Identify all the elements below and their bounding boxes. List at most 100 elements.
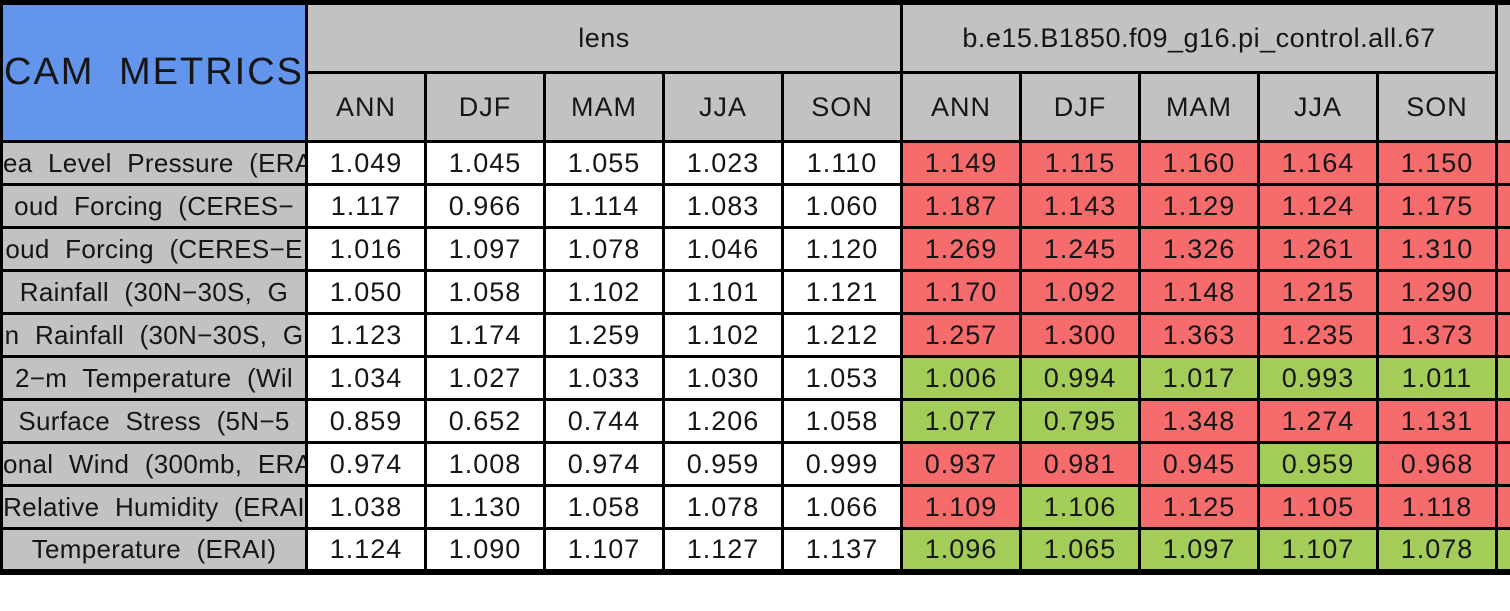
metric-value-cell: 1.049 xyxy=(305,140,427,186)
metric-value-cell: 1.118 xyxy=(1375,484,1499,530)
cam-metrics-table: CAM METRICS lens b.e15.B1850.f09_g16.pi_… xyxy=(0,0,1510,575)
metric-value-cell: 1.115 xyxy=(1019,140,1141,186)
metric-value-cell: 1.215 xyxy=(1257,269,1379,315)
row-label: oud Forcing (CERES−E xyxy=(0,226,308,272)
metric-value-cell: 1.038 xyxy=(305,484,427,530)
metric-value-cell: 0.966 xyxy=(424,183,546,229)
metric-value-cell: 1.006 xyxy=(900,355,1022,401)
metric-value-cell: 1.261 xyxy=(1257,226,1379,272)
clipped-cell xyxy=(1495,398,1510,444)
metric-value-cell: 1.097 xyxy=(1138,527,1260,573)
table-row: onal Wind (300mb, ERA 0.974 1.008 0.974 … xyxy=(0,441,1510,487)
clipped-cell xyxy=(1495,484,1510,530)
clipped-cell xyxy=(1495,226,1510,272)
metric-value-cell: 1.102 xyxy=(543,269,665,315)
clipped-cell xyxy=(1495,355,1510,401)
metric-value-cell: 1.058 xyxy=(424,269,546,315)
metric-value-cell: 1.090 xyxy=(424,527,546,573)
metric-value-cell: 1.187 xyxy=(900,183,1022,229)
row-label: n Rainfall (30N−30S, G xyxy=(0,312,308,358)
table-body: ea Level Pressure (ERA 1.049 1.045 1.055… xyxy=(0,140,1510,573)
metric-value-cell: 1.109 xyxy=(900,484,1022,530)
row-label: Surface Stress (5N−5 xyxy=(0,398,308,444)
row-label: Rainfall (30N−30S, G xyxy=(0,269,308,315)
metric-value-cell: 1.124 xyxy=(305,527,427,573)
season-header: DJF xyxy=(424,71,546,143)
metric-value-cell: 1.065 xyxy=(1019,527,1141,573)
metric-value-cell: 1.110 xyxy=(781,140,903,186)
clipped-cell xyxy=(1495,527,1510,573)
metric-value-cell: 0.959 xyxy=(662,441,784,487)
metric-value-cell: 1.129 xyxy=(1138,183,1260,229)
group-header-lens: lens xyxy=(305,1,903,74)
metric-value-cell: 0.744 xyxy=(543,398,665,444)
metric-value-cell: 1.045 xyxy=(424,140,546,186)
table-row: Temperature (ERAI) 1.124 1.090 1.107 1.1… xyxy=(0,527,1510,573)
metric-value-cell: 1.058 xyxy=(543,484,665,530)
metric-value-cell: 1.148 xyxy=(1138,269,1260,315)
metric-value-cell: 1.023 xyxy=(662,140,784,186)
metric-value-cell: 1.373 xyxy=(1375,312,1499,358)
row-label: ea Level Pressure (ERA xyxy=(0,140,308,186)
metric-value-cell: 1.245 xyxy=(1019,226,1141,272)
metric-value-cell: 0.968 xyxy=(1375,441,1499,487)
row-label: onal Wind (300mb, ERA xyxy=(0,441,308,487)
metric-value-cell: 1.106 xyxy=(1019,484,1141,530)
row-label: Relative Humidity (ERAI xyxy=(0,484,308,530)
table-title: CAM METRICS xyxy=(0,1,308,143)
clipped-cell xyxy=(1495,441,1510,487)
metric-value-cell: 1.326 xyxy=(1138,226,1260,272)
metric-value-cell: 1.078 xyxy=(662,484,784,530)
metric-value-cell: 1.097 xyxy=(424,226,546,272)
metric-value-cell: 1.078 xyxy=(1375,527,1499,573)
metric-value-cell: 1.120 xyxy=(781,226,903,272)
metric-value-cell: 1.060 xyxy=(781,183,903,229)
metric-value-cell: 0.959 xyxy=(1257,441,1379,487)
metric-value-cell: 1.016 xyxy=(305,226,427,272)
metric-value-cell: 1.083 xyxy=(662,183,784,229)
metric-value-cell: 1.114 xyxy=(543,183,665,229)
metric-value-cell: 1.164 xyxy=(1257,140,1379,186)
metric-value-cell: 1.117 xyxy=(305,183,427,229)
table-row: oud Forcing (CERES− 1.117 0.966 1.114 1.… xyxy=(0,183,1510,229)
metric-value-cell: 1.066 xyxy=(781,484,903,530)
metric-value-cell: 1.290 xyxy=(1375,269,1499,315)
metric-value-cell: 1.127 xyxy=(662,527,784,573)
metric-value-cell: 1.235 xyxy=(1257,312,1379,358)
metric-value-cell: 1.123 xyxy=(305,312,427,358)
metric-value-cell: 1.053 xyxy=(781,355,903,401)
table-row: n Rainfall (30N−30S, G 1.123 1.174 1.259… xyxy=(0,312,1510,358)
metric-value-cell: 1.033 xyxy=(543,355,665,401)
metric-value-cell: 1.257 xyxy=(900,312,1022,358)
metric-value-cell: 1.050 xyxy=(305,269,427,315)
metric-value-cell: 1.131 xyxy=(1375,398,1499,444)
metric-value-cell: 1.055 xyxy=(543,140,665,186)
metric-value-cell: 0.795 xyxy=(1019,398,1141,444)
metric-value-cell: 1.348 xyxy=(1138,398,1260,444)
metric-value-cell: 1.124 xyxy=(1257,183,1379,229)
metric-value-cell: 0.945 xyxy=(1138,441,1260,487)
metric-value-cell: 1.175 xyxy=(1375,183,1499,229)
metric-value-cell: 0.993 xyxy=(1257,355,1379,401)
metric-value-cell: 1.008 xyxy=(424,441,546,487)
metric-value-cell: 1.077 xyxy=(900,398,1022,444)
row-label: Temperature (ERAI) xyxy=(0,527,308,573)
clipped-cell xyxy=(1495,183,1510,229)
metric-value-cell: 1.107 xyxy=(543,527,665,573)
group-header-control: b.e15.B1850.f09_g16.pi_control.all.67 xyxy=(899,1,1499,74)
metric-value-cell: 0.652 xyxy=(424,398,546,444)
metric-value-cell: 1.092 xyxy=(1019,269,1141,315)
metric-value-cell: 1.143 xyxy=(1019,183,1141,229)
metric-value-cell: 0.974 xyxy=(543,441,665,487)
clipped-cell xyxy=(1495,312,1510,358)
metric-value-cell: 1.130 xyxy=(424,484,546,530)
metric-value-cell: 1.206 xyxy=(662,398,784,444)
metric-value-cell: 1.310 xyxy=(1375,226,1499,272)
table-header: CAM METRICS lens b.e15.B1850.f09_g16.pi_… xyxy=(0,1,1510,143)
metric-value-cell: 1.058 xyxy=(781,398,903,444)
metric-value-cell: 1.259 xyxy=(543,312,665,358)
metric-value-cell: 1.030 xyxy=(662,355,784,401)
metric-value-cell: 1.137 xyxy=(781,527,903,573)
metric-value-cell: 1.149 xyxy=(900,140,1022,186)
